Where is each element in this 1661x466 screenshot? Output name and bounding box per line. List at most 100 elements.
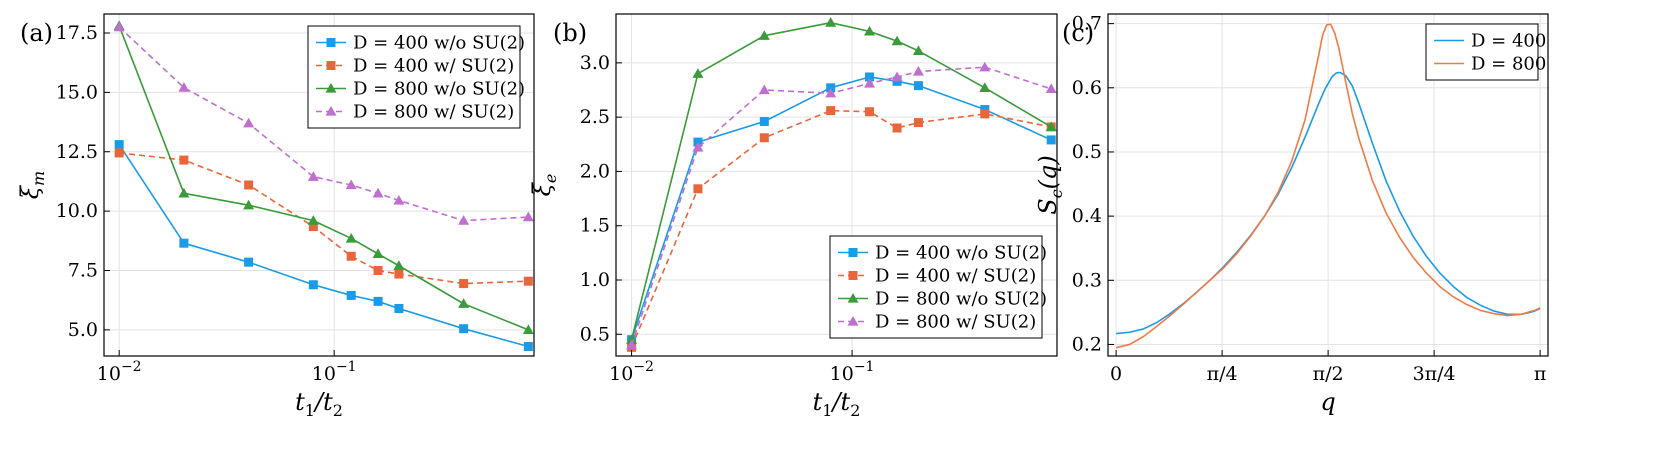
legend-swatch-marker bbox=[847, 316, 859, 326]
x-tick-label: 10−2 bbox=[609, 359, 654, 385]
data-point-triangle bbox=[692, 142, 704, 152]
x-axis-divisor: /t bbox=[830, 388, 850, 416]
legend-box bbox=[1425, 23, 1539, 81]
plot-frame bbox=[615, 13, 1058, 357]
data-point-square bbox=[308, 280, 318, 290]
data-point-square bbox=[459, 279, 469, 289]
data-point-triangle bbox=[372, 248, 384, 258]
y-tick-label: 0.3 bbox=[1072, 269, 1102, 291]
data-point-triangle bbox=[372, 187, 384, 198]
x-tick-label: π bbox=[1534, 363, 1547, 385]
data-point-triangle bbox=[393, 194, 405, 205]
data-point-square bbox=[523, 342, 533, 351]
y-tick-label: 12.5 bbox=[56, 141, 98, 163]
series-line-2 bbox=[1115, 23, 1541, 349]
data-point-square bbox=[693, 184, 703, 194]
legend-entry: D = 400 w/ SU(2) bbox=[875, 266, 1036, 287]
y-tick-label: 17.5 bbox=[56, 22, 98, 44]
x-axis-subscript: 2 bbox=[333, 401, 343, 420]
legend-entry: D = 800 w/o SU(2) bbox=[353, 79, 525, 100]
legend-swatch-marker bbox=[847, 293, 859, 303]
x-tick-text: 10 bbox=[97, 363, 121, 385]
y-tick-label: 0.5 bbox=[580, 323, 610, 345]
data-point-triangle bbox=[692, 68, 704, 78]
x-axis-label: t1/t2 bbox=[813, 388, 861, 420]
legend-swatch-marker bbox=[325, 106, 337, 116]
data-point-triangle bbox=[626, 334, 638, 344]
data-point-square bbox=[980, 109, 990, 119]
series-line-2 bbox=[630, 109, 1052, 348]
data-point-square bbox=[913, 118, 923, 128]
data-point-triangle bbox=[243, 199, 255, 210]
data-point-triangle bbox=[825, 87, 837, 98]
y-tick-label: 2.5 bbox=[580, 106, 610, 128]
legend-entry: D = 400 w/o SU(2) bbox=[875, 243, 1047, 264]
data-point-square bbox=[308, 222, 318, 232]
x-tick-label: π/4 bbox=[1207, 363, 1238, 385]
legend-entry: D = 800 w/o SU(2) bbox=[875, 289, 1047, 310]
data-point-triangle bbox=[979, 82, 991, 92]
x-axis-subscript: 2 bbox=[850, 401, 860, 420]
data-point-triangle bbox=[307, 215, 319, 225]
y-tick-label: 0.2 bbox=[1072, 333, 1102, 355]
x-tick-label: π/2 bbox=[1313, 363, 1344, 385]
y-axis-label: ξm bbox=[16, 171, 48, 199]
legend-entry: D = 400 bbox=[1471, 31, 1546, 52]
y-tick-label: 10.0 bbox=[56, 200, 98, 222]
data-point-triangle bbox=[891, 35, 903, 46]
data-point-square bbox=[759, 133, 769, 143]
data-point-triangle bbox=[912, 45, 924, 56]
data-point-triangle bbox=[758, 30, 770, 40]
y-axis-subscript: e bbox=[541, 174, 560, 183]
legend-swatch-marker bbox=[326, 61, 336, 70]
x-axis-label: q bbox=[1320, 388, 1335, 416]
data-point-triangle bbox=[626, 339, 638, 350]
data-point-triangle bbox=[458, 298, 470, 308]
data-point-triangle bbox=[345, 179, 357, 190]
x-tick-label: 0 bbox=[1110, 363, 1122, 385]
panel-label: (c) bbox=[1062, 19, 1094, 47]
x-axis-divisor: /t bbox=[313, 388, 333, 416]
x-axis-symbol: q bbox=[1320, 388, 1335, 416]
legend: D = 400 w/o SU(2)D = 400 w/ SU(2)D = 800… bbox=[829, 235, 1047, 339]
y-tick-label: 5.0 bbox=[68, 319, 98, 341]
y-tick-label: 15.0 bbox=[56, 81, 98, 103]
legend-swatch-marker bbox=[848, 248, 858, 257]
x-tick-text: π bbox=[1534, 363, 1547, 385]
data-point-square bbox=[892, 76, 902, 86]
y-axis-symbol: ξ bbox=[16, 184, 44, 199]
x-tick-label: 10−1 bbox=[312, 359, 357, 385]
x-axis-symbol: t bbox=[295, 388, 305, 416]
y-tick-label: 1.0 bbox=[580, 269, 610, 291]
x-axis-symbol: t bbox=[813, 388, 823, 416]
y-axis-argument: (q) bbox=[1034, 155, 1062, 189]
y-axis-symbol: ξ bbox=[528, 181, 556, 196]
data-point-square bbox=[179, 155, 189, 165]
legend-entry: D = 400 w/ SU(2) bbox=[353, 56, 514, 77]
panel-label: (b) bbox=[553, 19, 587, 47]
x-tick-label: 3π/4 bbox=[1413, 363, 1456, 385]
x-tick-label: 10−2 bbox=[97, 359, 142, 385]
data-point-square bbox=[913, 81, 923, 91]
data-point-square bbox=[1046, 135, 1056, 145]
data-point-triangle bbox=[758, 84, 770, 95]
legend-entry: D = 800 bbox=[1471, 54, 1546, 75]
data-point-square bbox=[244, 257, 254, 267]
chart-panel-1: 10−2 10−15.07.510.012.515.017.5(a)t1/t2ξm… bbox=[16, 13, 535, 420]
panel-label: (a) bbox=[20, 19, 53, 47]
data-point-triangle bbox=[912, 66, 924, 76]
data-point-square bbox=[373, 296, 383, 306]
x-tick-text: π/2 bbox=[1313, 363, 1344, 385]
data-point-square bbox=[244, 180, 254, 190]
legend-swatch-marker bbox=[325, 83, 337, 93]
data-point-triangle bbox=[113, 21, 125, 32]
y-tick-label: 0.6 bbox=[1072, 77, 1102, 99]
y-tick-label: 0.4 bbox=[1072, 205, 1102, 227]
x-tick-exponent: −1 bbox=[336, 359, 357, 375]
y-tick-label: 0.5 bbox=[1072, 141, 1102, 163]
data-point-square bbox=[179, 238, 189, 248]
data-point-triangle bbox=[891, 71, 903, 82]
y-tick-label: 0.7 bbox=[1072, 13, 1102, 35]
x-tick-text: 0 bbox=[1110, 363, 1122, 385]
